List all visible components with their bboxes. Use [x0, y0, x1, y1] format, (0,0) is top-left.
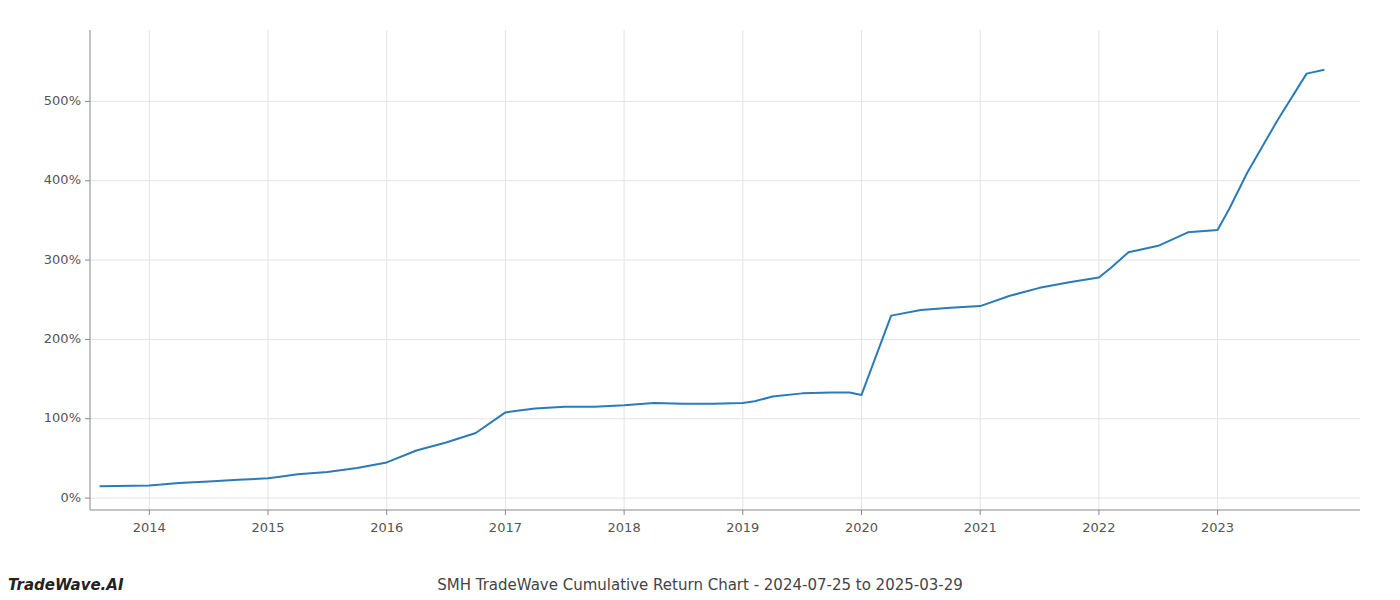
x-tick: [505, 510, 506, 515]
x-grid-line: [1098, 30, 1099, 510]
x-grid-line: [386, 30, 387, 510]
x-tick-label: 2019: [726, 520, 759, 535]
x-grid-line: [742, 30, 743, 510]
line-series: [100, 70, 1325, 487]
x-grid-line: [1217, 30, 1218, 510]
x-tick-label: 2023: [1201, 520, 1234, 535]
x-grid-line: [149, 30, 150, 510]
y-grid-line: [90, 260, 1360, 261]
y-tick: [85, 101, 90, 102]
y-grid-line: [90, 498, 1360, 499]
y-tick-label: 300%: [44, 252, 81, 267]
x-tick: [624, 510, 625, 515]
y-tick: [85, 498, 90, 499]
x-tick: [980, 510, 981, 515]
x-tick-label: 2015: [251, 520, 284, 535]
y-tick-label: 200%: [44, 331, 81, 346]
x-tick-label: 2022: [1082, 520, 1115, 535]
y-tick: [85, 418, 90, 419]
x-tick-label: 2017: [489, 520, 522, 535]
y-tick-label: 500%: [44, 93, 81, 108]
x-tick: [268, 510, 269, 515]
x-tick: [861, 510, 862, 515]
x-grid-line: [624, 30, 625, 510]
x-axis-line: [90, 510, 1360, 511]
x-tick: [742, 510, 743, 515]
y-grid-line: [90, 180, 1360, 181]
plot-area: [100, 70, 1325, 487]
x-tick: [386, 510, 387, 515]
y-grid-line: [90, 339, 1360, 340]
y-tick-label: 400%: [44, 172, 81, 187]
x-grid-line: [268, 30, 269, 510]
axes: 0% 100% 200% 300% 400% 500% 2014 2015 2016 2017 20…: [44, 30, 1360, 535]
x-tick-label: 2020: [845, 520, 878, 535]
footer-annotation: TradeWave.AI: [8, 576, 124, 594]
x-tick: [1217, 510, 1218, 515]
x-tick-label: 2018: [608, 520, 641, 535]
y-tick-label: 0%: [60, 490, 81, 505]
x-tick-label: 2014: [133, 520, 166, 535]
x-tick: [1098, 510, 1099, 515]
y-axis-line: [90, 30, 91, 510]
x-tick: [149, 510, 150, 515]
y-grid-line: [90, 101, 1360, 102]
grid: [90, 30, 1360, 510]
chart-title: SMH TradeWave Cumulative Return Chart - …: [437, 576, 963, 594]
y-grid-line: [90, 418, 1360, 419]
x-grid-line: [505, 30, 506, 510]
x-tick-label: 2021: [964, 520, 997, 535]
y-tick: [85, 339, 90, 340]
x-grid-line: [980, 30, 981, 510]
y-tick: [85, 180, 90, 181]
x-grid-line: [861, 30, 862, 510]
chart-svg: 0% 100% 200% 300% 400% 500% 2014 2015 2016 2017 20…: [0, 0, 1400, 600]
x-tick-label: 2016: [370, 520, 403, 535]
y-tick: [85, 260, 90, 261]
chart-container: 0% 100% 200% 300% 400% 500% 2014 2015 2016 2017 20…: [0, 0, 1400, 600]
y-tick-label: 100%: [44, 410, 81, 425]
